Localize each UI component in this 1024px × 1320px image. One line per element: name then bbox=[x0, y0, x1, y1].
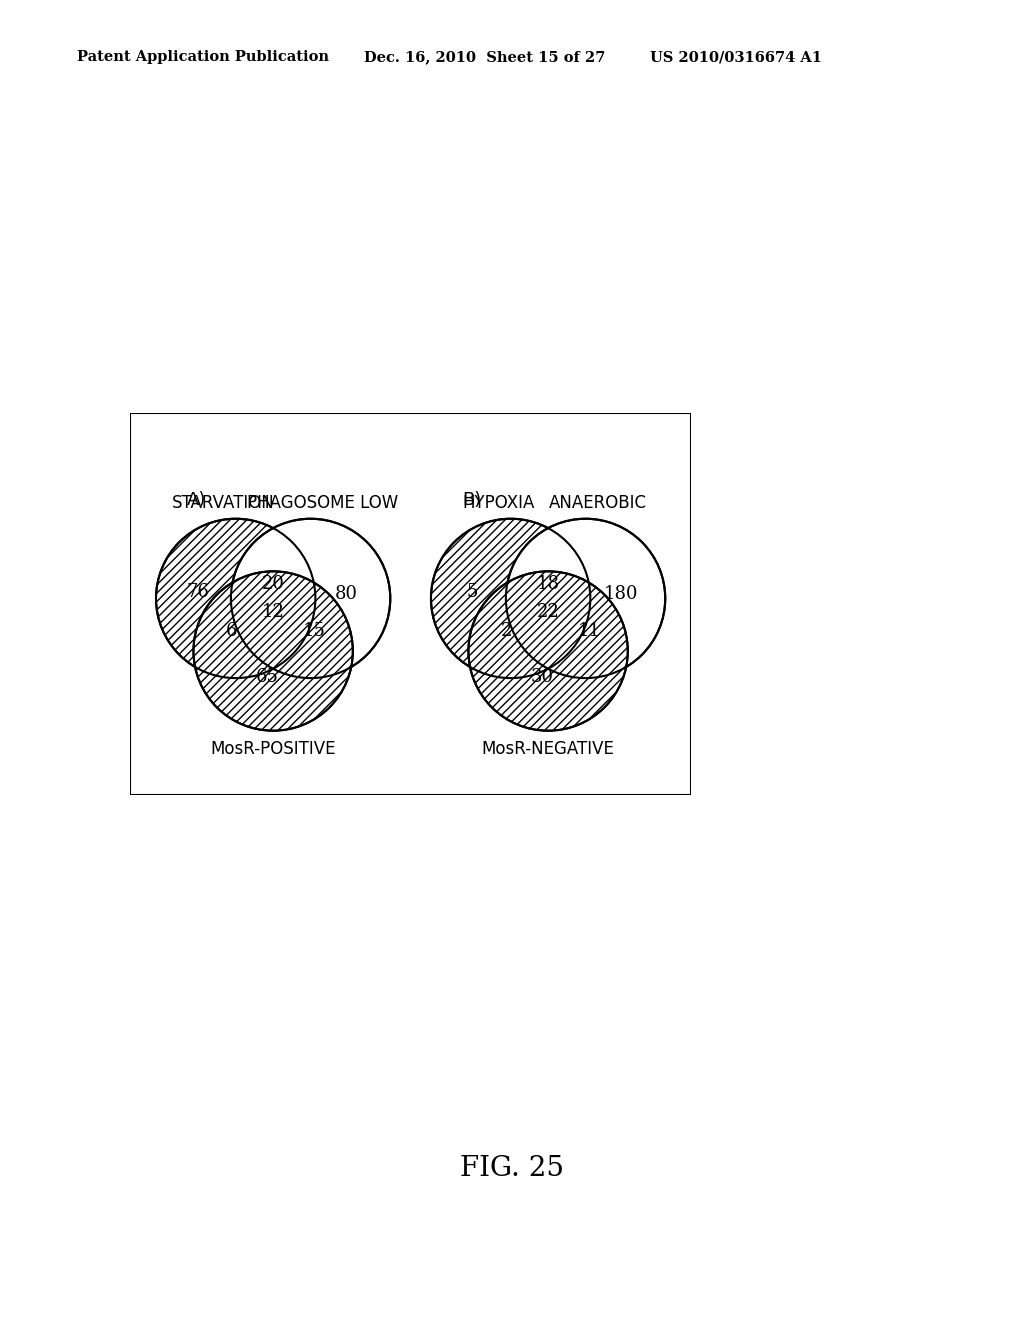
Text: PHAGOSOME LOW: PHAGOSOME LOW bbox=[247, 495, 398, 512]
Text: A): A) bbox=[187, 491, 207, 510]
Text: 15: 15 bbox=[303, 622, 326, 640]
Text: B): B) bbox=[462, 491, 481, 510]
Text: STARVATION: STARVATION bbox=[172, 495, 275, 512]
Text: 18: 18 bbox=[537, 576, 559, 593]
Text: 2: 2 bbox=[501, 622, 512, 640]
Text: 11: 11 bbox=[578, 622, 601, 640]
Circle shape bbox=[468, 572, 628, 731]
Text: 30: 30 bbox=[531, 668, 554, 685]
Circle shape bbox=[230, 519, 390, 678]
Text: 80: 80 bbox=[335, 586, 358, 603]
Text: FIG. 25: FIG. 25 bbox=[460, 1155, 564, 1181]
Text: 12: 12 bbox=[262, 603, 285, 620]
Text: Patent Application Publication: Patent Application Publication bbox=[77, 50, 329, 65]
Text: 180: 180 bbox=[604, 586, 639, 603]
Circle shape bbox=[194, 572, 353, 731]
Circle shape bbox=[506, 519, 666, 678]
Text: 22: 22 bbox=[537, 603, 559, 620]
Text: HYPOXIA: HYPOXIA bbox=[463, 495, 535, 512]
Text: 76: 76 bbox=[186, 583, 209, 601]
Text: US 2010/0316674 A1: US 2010/0316674 A1 bbox=[650, 50, 822, 65]
Circle shape bbox=[431, 519, 591, 678]
Text: ANAEROBIC: ANAEROBIC bbox=[549, 495, 646, 512]
Text: 5: 5 bbox=[467, 583, 478, 601]
Text: 65: 65 bbox=[256, 668, 279, 685]
Text: 6: 6 bbox=[226, 622, 238, 640]
Text: MosR-NEGATIVE: MosR-NEGATIVE bbox=[481, 741, 614, 758]
Circle shape bbox=[156, 519, 315, 678]
Text: Dec. 16, 2010  Sheet 15 of 27: Dec. 16, 2010 Sheet 15 of 27 bbox=[364, 50, 605, 65]
Text: MosR-POSITIVE: MosR-POSITIVE bbox=[210, 741, 336, 758]
Text: 20: 20 bbox=[262, 576, 285, 593]
